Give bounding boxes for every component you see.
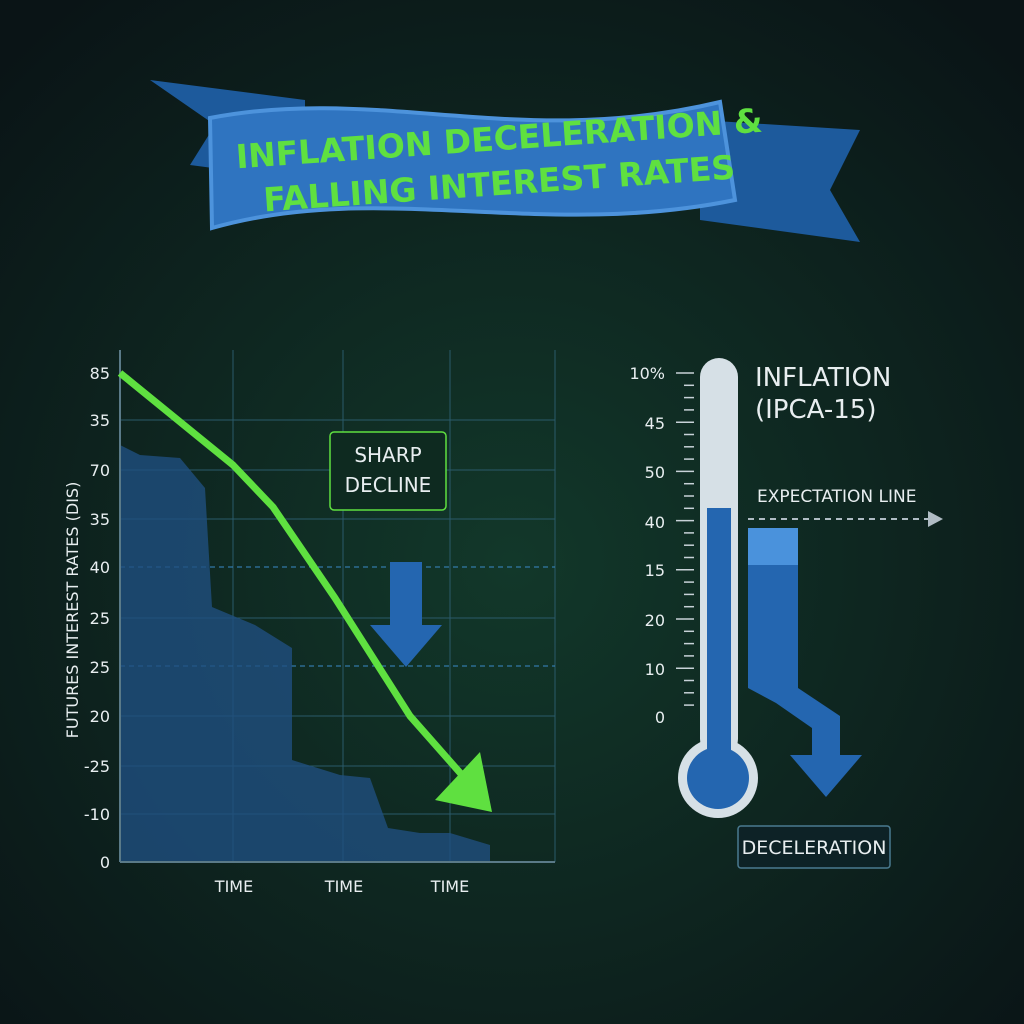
x-label: TIME: [430, 877, 469, 896]
panel-title: (IPCA-15): [755, 395, 876, 425]
bar-top: [748, 528, 798, 566]
result-box: [737, 825, 891, 869]
area: [120, 445, 490, 862]
scale-label: 10%: [629, 364, 665, 383]
axis-label: -10: [84, 805, 110, 824]
scale-label: 20: [645, 611, 665, 630]
rates-panel: 85 35 70 35 40 25 25 20 -25 -10 0 FUTURES INTEREST…: [63, 350, 556, 896]
axis-label: -25: [84, 757, 110, 776]
down-arrow: [370, 562, 442, 667]
axis-label: 0: [100, 853, 110, 872]
deceleration-arrow: [748, 565, 862, 797]
axis-label: 25: [90, 609, 110, 628]
trend-line: [117, 370, 465, 778]
axis-label: 85: [90, 364, 110, 383]
x-label: TIME: [324, 877, 363, 896]
thermometer-bulb-fill: [687, 747, 749, 809]
inflation-panel: INFLATION (IPCA-15) EXPECTATION LINE DEC…: [676, 358, 943, 869]
axis-label: 35: [90, 411, 110, 430]
trend-arrowhead: [435, 752, 492, 812]
axis-label: 70: [90, 461, 110, 480]
axis-title: FUTURES INTEREST RATES (DIS): [63, 482, 82, 739]
axis-label: 40: [90, 558, 110, 577]
scale-label: 0: [655, 708, 665, 727]
scale-label: 45: [645, 414, 665, 433]
scale-label: 10: [645, 660, 665, 679]
axis-label: 20: [90, 707, 110, 726]
x-label: TIME: [214, 877, 253, 896]
banner: INFLATION DECELERATION & FALLING INTERES…: [150, 80, 860, 242]
thermometer-fill: [707, 508, 731, 768]
axis-label: 25: [90, 658, 110, 677]
result-label: DECELERATION: [742, 837, 887, 859]
scale-label: 15: [645, 561, 665, 580]
axis-label: 35: [90, 510, 110, 529]
annotation: SHARP DECLINE: [345, 443, 432, 497]
panel-title: INFLATION: [755, 363, 891, 393]
annotation-box: [329, 431, 447, 511]
scale-label: 40: [645, 513, 665, 532]
scale-label: 50: [645, 463, 665, 482]
expectation-label: EXPECTATION LINE: [757, 487, 916, 507]
expectation-arrowhead: [928, 511, 943, 527]
